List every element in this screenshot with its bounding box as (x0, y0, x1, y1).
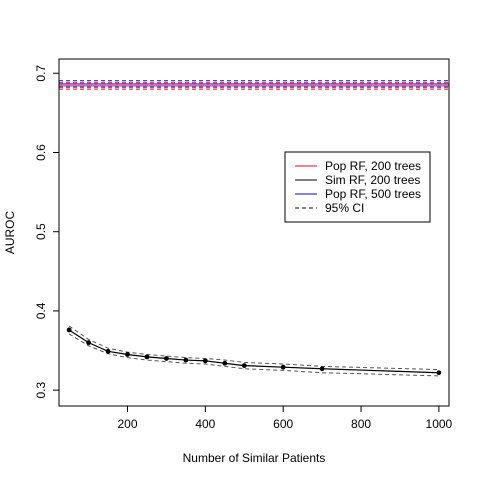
y-tick-label: 0.5 (34, 223, 48, 240)
plot-frame (58, 58, 450, 407)
legend-label: 95% CI (325, 201, 364, 215)
data-point (144, 354, 150, 360)
series-ci-upper (68, 325, 439, 371)
data-point (319, 366, 325, 372)
legend-box (284, 151, 431, 223)
x-tick-label: 800 (351, 417, 371, 431)
legend-label: Pop RF, 200 trees (325, 159, 421, 173)
y-axis-label: AUROC (3, 211, 17, 255)
x-axis-label: Number of Similar Patients (183, 451, 326, 465)
data-point (105, 348, 111, 354)
data-point (183, 357, 189, 363)
y-tick-label: 0.4 (34, 302, 48, 319)
data-point (222, 360, 228, 366)
data-point (125, 352, 130, 357)
data-point (436, 370, 442, 376)
data-point (66, 327, 72, 333)
data-point (241, 363, 247, 368)
x-tick-label: 600 (273, 417, 293, 431)
data-point (86, 340, 91, 346)
series-layer (66, 325, 442, 377)
x-tick-label: 1000 (426, 417, 453, 431)
x-axis: 200 400 600 800 1000 (117, 406, 453, 431)
y-axis: 0.3 0.4 0.5 0.6 0.7 (34, 65, 59, 398)
reference-lines (59, 80, 449, 90)
x-tick-label: 200 (117, 417, 137, 431)
y-tick-label: 0.3 (34, 381, 48, 398)
legend-label: Pop RF, 500 trees (325, 187, 421, 201)
data-point (202, 358, 208, 364)
legend-label: Sim RF, 200 trees (325, 173, 420, 187)
data-point (164, 356, 169, 361)
y-tick-label: 0.7 (34, 65, 48, 82)
x-tick-label: 400 (195, 417, 215, 431)
data-point (280, 364, 286, 370)
y-tick-label: 0.6 (34, 144, 48, 161)
